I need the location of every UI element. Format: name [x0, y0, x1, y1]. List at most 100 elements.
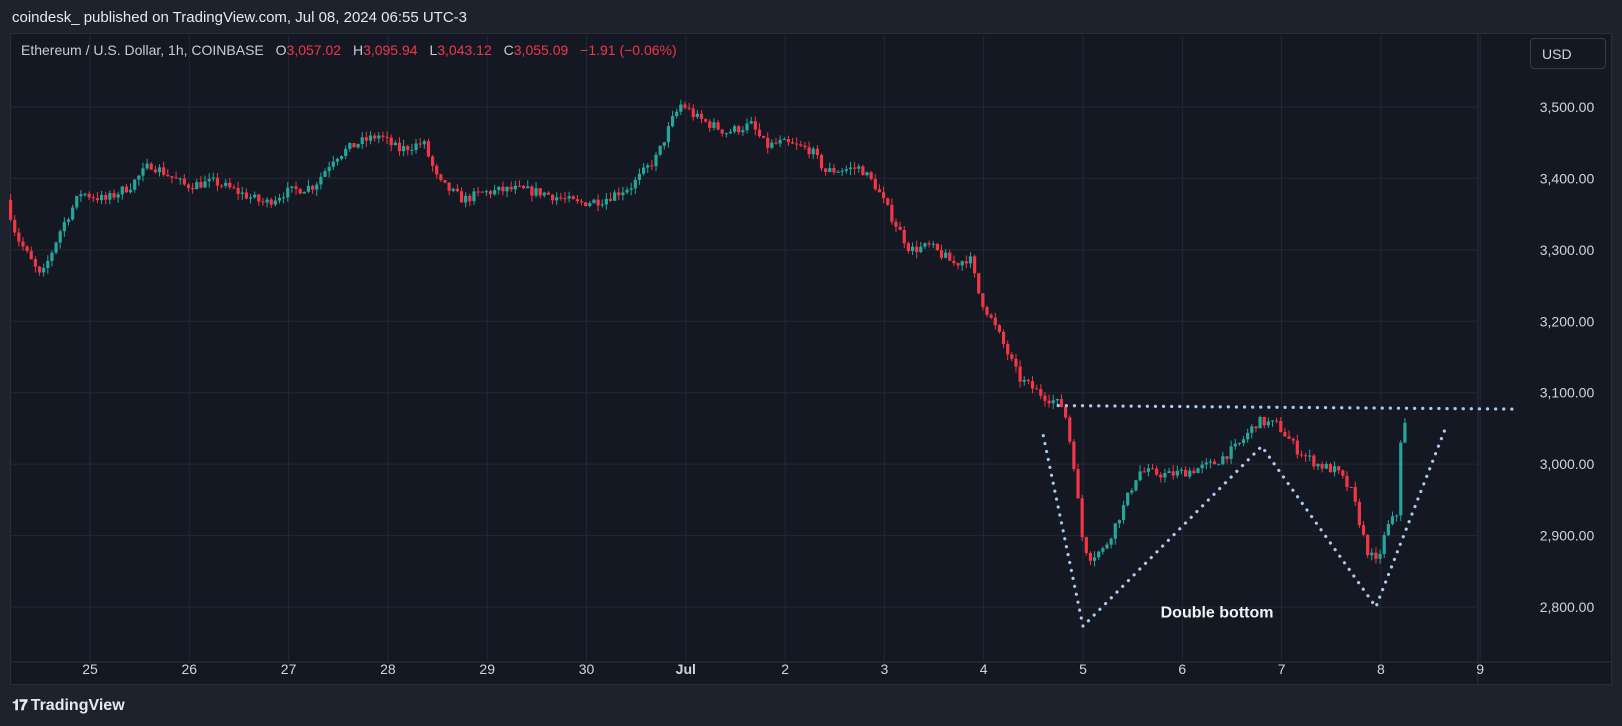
candle-body [687, 107, 691, 109]
candle-body [865, 172, 869, 176]
candle-body [1299, 454, 1304, 456]
candle-body [368, 135, 373, 141]
candle-body [807, 147, 811, 155]
candle-body [1361, 525, 1366, 535]
candle-body [1171, 471, 1175, 476]
candle-body [50, 252, 54, 261]
candle-body [1014, 358, 1018, 367]
candle-body [232, 187, 236, 189]
candle-body [1246, 432, 1250, 440]
candle-body [25, 246, 29, 251]
candle-body [939, 250, 944, 258]
candle-body [848, 167, 853, 170]
price-tick-label: 2,900.00 [1540, 528, 1595, 544]
candle-body [1328, 464, 1333, 473]
open-value: 3,057.02 [286, 42, 342, 58]
tradingview-logo[interactable]: 𝟏𝟕 TradingView [12, 697, 125, 715]
candle-body [339, 156, 344, 159]
candle-body [919, 246, 923, 253]
candle-body [418, 143, 422, 145]
candle-body [782, 138, 786, 140]
candle-body [873, 178, 877, 190]
candle-body [203, 181, 207, 188]
candle-body [915, 246, 919, 253]
candle-body [1167, 471, 1171, 474]
candle-body [617, 192, 621, 196]
candle-body [546, 192, 551, 195]
candle-body [948, 252, 952, 261]
candle-body [290, 186, 294, 188]
candle-body [741, 130, 745, 133]
candle-body [1208, 461, 1213, 463]
candle-body [559, 197, 563, 199]
candle-body [224, 182, 228, 186]
candle-body [522, 185, 526, 189]
candle-body [857, 166, 861, 169]
candle-body [724, 133, 728, 135]
candle-body [306, 185, 311, 192]
candle-body [1204, 462, 1208, 465]
time-tick-label: 8 [1377, 661, 1385, 677]
candle-body [844, 169, 848, 171]
candle-body [315, 184, 319, 190]
candle-body [66, 219, 71, 222]
close-label: C [503, 42, 514, 58]
candle-body [972, 256, 977, 274]
candle-body [472, 191, 476, 202]
candle-body [352, 143, 356, 148]
candle-body [550, 194, 555, 201]
candle-body [397, 142, 402, 152]
candle-body [277, 198, 282, 201]
candle-body [575, 199, 579, 202]
candle-body [670, 116, 675, 127]
candle-body [1291, 438, 1295, 441]
candle-body [1039, 389, 1043, 396]
candle-body [716, 122, 720, 130]
candle-body [1221, 456, 1225, 465]
candle-body [170, 176, 174, 178]
candle-body [1035, 388, 1039, 390]
candle-body [1072, 441, 1076, 470]
chart-pane[interactable] [10, 33, 1612, 685]
candle-body [890, 204, 894, 222]
candle-body [1068, 417, 1072, 442]
candle-body [1320, 464, 1324, 469]
candle-body [1043, 395, 1047, 401]
candle-body [186, 184, 191, 188]
candle-body [1366, 534, 1370, 556]
candle-body [439, 174, 443, 181]
candle-body [679, 104, 683, 112]
candle-body [749, 121, 753, 124]
candle-body [542, 192, 546, 196]
candle-body [265, 199, 269, 203]
candle-body [1345, 475, 1349, 487]
candle-body [1403, 422, 1407, 443]
time-axis[interactable]: 25 26 27 28 29 30 Jul 2 3 4 5 6 7 8 9 [82, 661, 1484, 677]
candle-body [786, 138, 791, 143]
candle-body [720, 129, 724, 134]
candle-body [881, 192, 886, 199]
currency-button[interactable]: USD [1530, 38, 1606, 69]
price-axis[interactable]: 3,500.00 3,400.00 3,300.00 3,200.00 3,100.00… [1540, 99, 1595, 615]
candle-body [985, 306, 989, 315]
candle-body [770, 142, 774, 148]
candle-body [269, 199, 273, 205]
candle-body [1092, 557, 1097, 561]
candle-body [211, 177, 215, 179]
candle-body [571, 196, 575, 200]
candle-body [1006, 344, 1010, 355]
candle-body [21, 241, 25, 247]
candle-body [505, 186, 509, 192]
candle-body [286, 187, 290, 198]
candle-body [373, 135, 377, 139]
candle-body [443, 180, 447, 183]
candle-body [381, 135, 385, 137]
published-caption: coindesk_ published on TradingView.com, … [12, 9, 468, 26]
candle-body [795, 143, 799, 145]
candle-body [1121, 505, 1126, 521]
candle-body [323, 171, 327, 177]
candle-body [8, 199, 13, 220]
candle-body [1117, 520, 1122, 524]
candle-body [422, 141, 426, 145]
